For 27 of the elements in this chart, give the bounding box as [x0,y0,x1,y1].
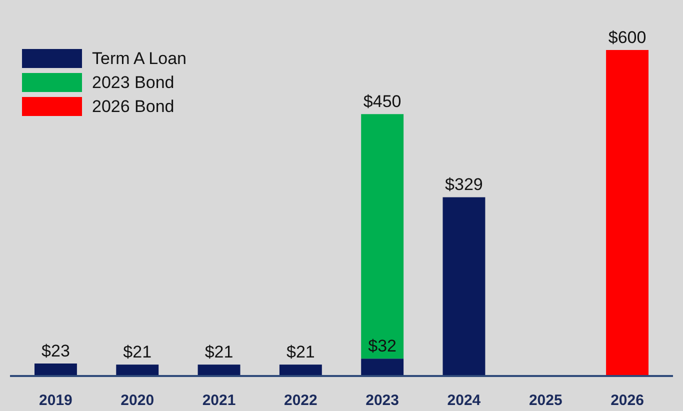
data-label: $21 [123,342,152,362]
data-label: $21 [204,342,234,362]
x-tick-label: 2024 [447,392,482,409]
x-tick-label: 2023 [366,392,400,409]
data-label: $32 [368,336,397,356]
bar [361,114,404,359]
x-tick-label: 2021 [202,392,236,409]
x-tick-label: 2022 [284,392,318,409]
bar [279,364,322,376]
legend-label: 2023 Bond [92,73,174,92]
x-tick-label: 2020 [120,392,154,409]
data-label: $450 [363,92,402,112]
data-label: $23 [42,342,70,361]
x-tick-label: 2025 [528,392,562,409]
data-label: $600 [608,28,646,47]
data-label: $21 [286,342,315,362]
data-label: $329 [445,175,483,194]
bar [442,197,486,376]
bar [606,50,649,376]
bar [116,364,159,376]
x-tick-label: 2026 [610,392,644,409]
x-tick-label: 2019 [39,392,72,409]
bar [361,358,404,376]
legend-label: Term A Loan [92,49,187,68]
bar [34,364,77,376]
legend-label: 2026 Bond [92,97,174,116]
bar [198,364,240,376]
